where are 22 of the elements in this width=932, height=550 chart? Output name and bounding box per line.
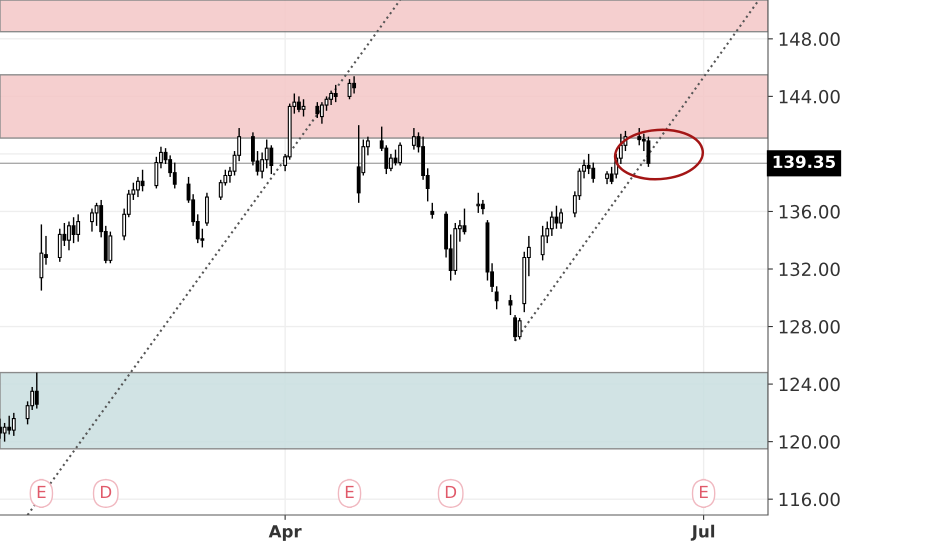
y-tick-label: 132.00 — [780, 262, 840, 276]
y-tick-label: 148.00 — [780, 32, 840, 46]
x-tick-label: Apr — [268, 525, 302, 541]
annotation: E — [346, 486, 354, 498]
y-tick-label: 144.00 — [780, 90, 840, 104]
candlestick — [646, 136, 650, 168]
candlestick — [508, 294, 512, 316]
annotation: D — [446, 486, 456, 498]
y-tick-label: 136.00 — [780, 204, 840, 219]
y-tick-label: 116.00 — [780, 492, 840, 506]
candlestick — [430, 202, 434, 220]
y-tick-label: 120.00 — [780, 435, 840, 449]
annotation: D — [100, 486, 112, 498]
candlestick — [480, 199, 485, 216]
y-tick-label: 128.00 — [780, 320, 840, 334]
x-tick-label: Jul — [690, 524, 714, 541]
candlestick — [540, 225, 545, 262]
annotation: E — [38, 486, 46, 498]
ref-line-label: 139.35 — [774, 156, 835, 168]
annotation: E — [700, 486, 708, 498]
y-tick-label: 124.00 — [780, 378, 840, 392]
candlestick — [269, 144, 274, 175]
